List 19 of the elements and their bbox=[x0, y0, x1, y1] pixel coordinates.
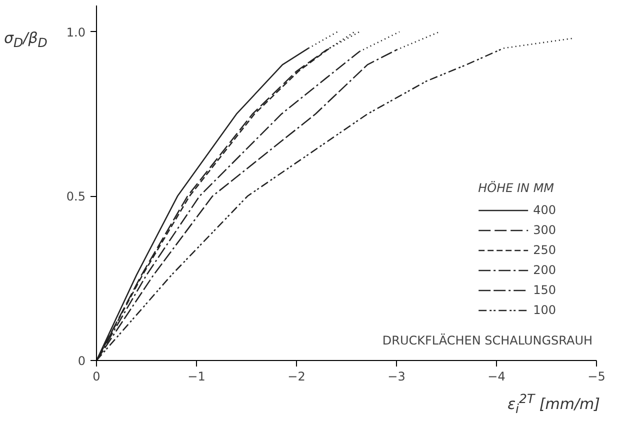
legend-label: 300 bbox=[533, 223, 556, 237]
legend-label: 200 bbox=[533, 263, 556, 277]
y-tick-label: 0 bbox=[78, 354, 86, 368]
x-tick-label: −4 bbox=[488, 370, 506, 384]
legend-title: HÖHE IN MM bbox=[478, 181, 556, 195]
legend-label: 250 bbox=[533, 243, 556, 257]
legend-label: 400 bbox=[533, 203, 556, 217]
y-tick-label: 0.5 bbox=[66, 190, 86, 204]
x-tick-label: −1 bbox=[188, 370, 206, 384]
legend-label: 150 bbox=[533, 283, 556, 297]
x-tick-label: 0 bbox=[92, 370, 100, 384]
x-tick-label: −3 bbox=[388, 370, 406, 384]
x-tick-label: −5 bbox=[588, 370, 606, 384]
y-axis-title: σ$_{D}$/β$_{D}$ bbox=[4, 28, 48, 52]
x-tick-label: −2 bbox=[288, 370, 306, 384]
annotation: DRUCKFLÄCHEN SCHALUNGSRAUH bbox=[382, 333, 593, 348]
legend-label: 100 bbox=[533, 303, 556, 317]
y-tick-label: 1.0 bbox=[66, 25, 86, 40]
x-axis-title: ε$_{i}$$^{2T}$ [mm/m] bbox=[507, 390, 600, 418]
